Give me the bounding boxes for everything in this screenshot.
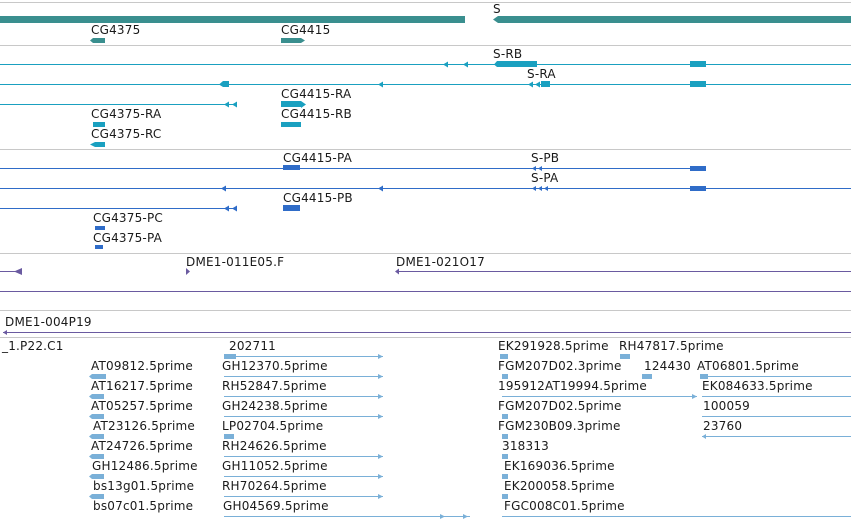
gene-bar[interactable] (498, 16, 851, 23)
gene-label[interactable]: S (493, 2, 501, 16)
protein-label[interactable]: S-PB (531, 151, 560, 165)
est-label[interactable]: EK169036.5prime (504, 459, 615, 473)
est-label[interactable]: GH24238.5prime (222, 399, 328, 413)
transcript-label[interactable]: CG4375-RA (91, 107, 162, 121)
cds[interactable] (283, 165, 300, 170)
gene-arrow (90, 38, 93, 43)
cds[interactable] (690, 186, 706, 191)
clone-track-glyphs (0, 268, 851, 292)
est-label[interactable]: EK200058.5prime (504, 479, 615, 493)
exon[interactable] (497, 61, 537, 67)
protein-label[interactable]: CG4375-PC (93, 211, 163, 225)
est-label[interactable]: 23760 (703, 419, 743, 433)
exon[interactable] (223, 81, 229, 87)
gene-label[interactable]: CG4415 (281, 23, 331, 37)
transcript-track-glyphs (0, 61, 851, 147)
gene-label[interactable]: CG4375 (91, 23, 141, 37)
est-label[interactable]: AT06801.5prime (697, 359, 799, 373)
exon[interactable] (690, 61, 706, 67)
clone-track-b-glyphs (3, 330, 851, 335)
track-separator (0, 149, 851, 150)
protein-track-glyphs (0, 165, 851, 249)
track-separator (0, 2, 851, 3)
gene-bar[interactable] (281, 38, 301, 43)
est-label[interactable]: EK084633.5prime (702, 379, 813, 393)
est-label[interactable]: AT05257.5prime (91, 399, 193, 413)
est-label[interactable]: AT16217.5prime (91, 379, 193, 393)
est-label[interactable]: FGM207D02.5prime (498, 399, 622, 413)
transcript-label[interactable]: S-RA (527, 67, 556, 81)
protein-label[interactable]: CG4415-PA (283, 151, 353, 165)
clone-label[interactable]: DME1-011E05.F (186, 255, 285, 269)
protein-label[interactable]: S-PA (531, 171, 559, 185)
est-label[interactable]: 318313 (502, 439, 550, 453)
gene-arrow (493, 16, 498, 23)
transcript-label[interactable]: S-RB (493, 47, 523, 61)
est-label[interactable]: bs13g01.5prime (93, 479, 195, 493)
track-separator (0, 310, 851, 311)
gene-arrow (301, 38, 305, 43)
clone-label[interactable]: DME1-021O17 (396, 255, 485, 269)
track-separator (0, 45, 851, 46)
est-label[interactable]: RH24626.5prime (222, 439, 327, 453)
track-separator (0, 253, 851, 254)
exon[interactable] (93, 122, 105, 127)
est-label[interactable]: 124430 (644, 359, 692, 373)
est-label[interactable]: AT09812.5prime (91, 359, 193, 373)
gene-track-glyphs (0, 16, 851, 43)
exon[interactable] (281, 101, 301, 107)
est-label[interactable]: 195912AT19994.5prime (498, 379, 647, 393)
cds[interactable] (283, 205, 300, 211)
protein-label[interactable]: CG4415-PB (283, 191, 353, 205)
est-label[interactable]: bs07c01.5prime (93, 499, 194, 513)
est-label[interactable]: 202711 (229, 339, 277, 353)
est-label[interactable]: FGC008C01.5prime (504, 499, 625, 513)
track-separator (0, 337, 851, 338)
exon[interactable] (95, 142, 105, 147)
est-label[interactable]: RH52847.5prime (222, 379, 327, 393)
est-label[interactable]: EK291928.5prime (498, 339, 609, 353)
exon[interactable] (281, 122, 301, 127)
cds[interactable] (95, 245, 103, 249)
est-label[interactable]: GH12486.5prime (92, 459, 198, 473)
clone-label[interactable]: DME1-004P19 (5, 315, 92, 329)
est-label[interactable]: AT23126.5prime (93, 419, 195, 433)
transcript-label[interactable]: CG4375-RC (91, 127, 162, 141)
exon[interactable] (690, 81, 706, 87)
est-label[interactable]: 100059 (703, 399, 751, 413)
transcript-label[interactable]: CG4415-RA (281, 87, 352, 101)
est-label[interactable]: _1.P22.C1 (2, 339, 64, 353)
gene-bar[interactable] (93, 38, 105, 43)
est-label[interactable]: GH12370.5prime (222, 359, 328, 373)
gene-bar[interactable] (0, 16, 465, 23)
est-label[interactable]: FGM207D02.3prime (498, 359, 622, 373)
est-label[interactable]: GH04569.5prime (223, 499, 329, 513)
est-label[interactable]: AT24726.5prime (91, 439, 193, 453)
est-label[interactable]: FGM230B09.3prime (498, 419, 621, 433)
cds[interactable] (690, 166, 706, 171)
est-label[interactable]: LP02704.5prime (222, 419, 324, 433)
transcript-label[interactable]: CG4415-RB (281, 107, 352, 121)
est-track-glyphs (89, 354, 851, 519)
exon[interactable] (541, 81, 550, 87)
est-label[interactable]: RH70264.5prime (222, 479, 327, 493)
est-label[interactable]: GH11052.5prime (222, 459, 328, 473)
est-label[interactable]: RH47817.5prime (619, 339, 724, 353)
cds[interactable] (95, 226, 105, 230)
protein-label[interactable]: CG4375-PA (93, 231, 163, 245)
